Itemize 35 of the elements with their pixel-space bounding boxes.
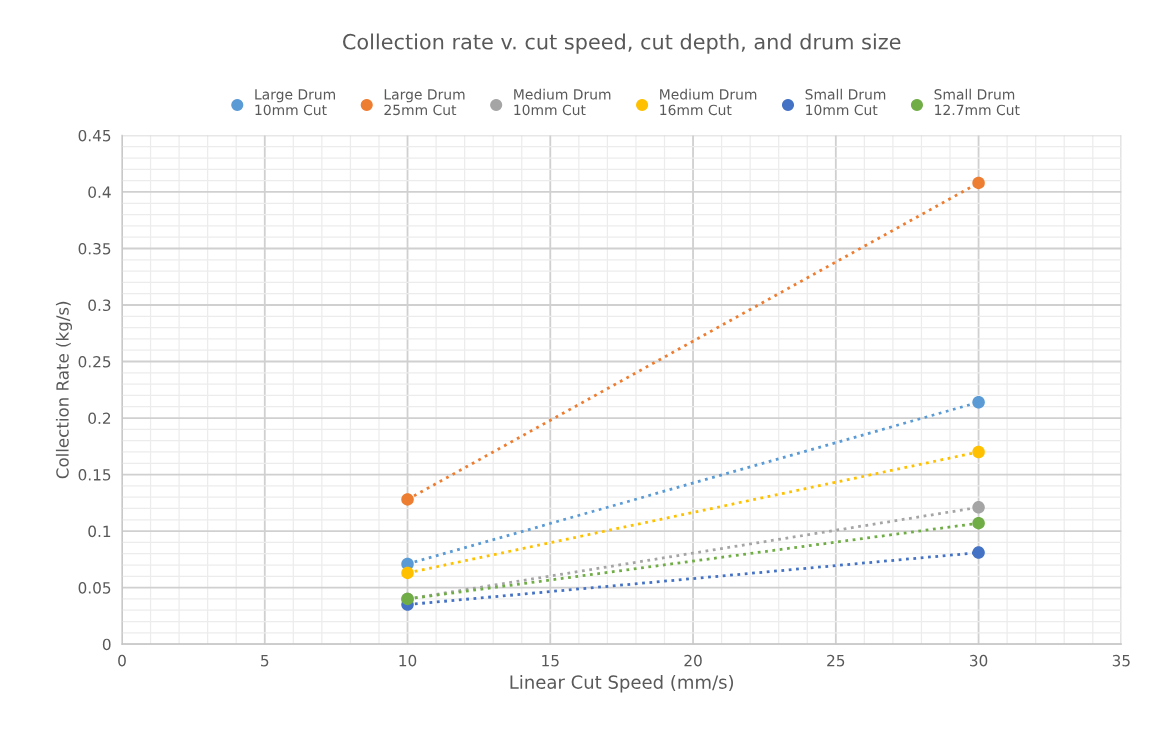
y-tick-label: 0.3 bbox=[88, 299, 111, 312]
y-tick-label: 0.2 bbox=[88, 412, 111, 425]
x-tick-label: 35 bbox=[1112, 654, 1130, 667]
legend-label: Medium Drum 16mm Cut bbox=[660, 88, 757, 116]
point bbox=[972, 546, 985, 559]
x-tick-label: 30 bbox=[970, 654, 988, 667]
x-tick-label: 0 bbox=[118, 654, 126, 667]
legend-label: Small Drum 10mm Cut bbox=[805, 88, 886, 116]
legend-label: Large Drum 25mm Cut bbox=[384, 89, 465, 116]
y-tick-label: 0.35 bbox=[78, 242, 111, 255]
point bbox=[401, 493, 414, 506]
x-tick-label: 5 bbox=[261, 655, 269, 667]
y-tick-label: 0.25 bbox=[78, 355, 111, 368]
point bbox=[972, 176, 985, 190]
x-axis-title: Linear Cut Speed (mm/s) bbox=[510, 674, 734, 693]
legend-label: Medium Drum 10mm Cut bbox=[514, 88, 611, 116]
x-tick-label: 20 bbox=[684, 654, 702, 667]
point bbox=[972, 395, 985, 409]
y-tick-label: 0 bbox=[102, 638, 111, 651]
x-tick-label: 15 bbox=[542, 655, 559, 667]
legend-label: Large Drum 10mm Cut bbox=[255, 89, 335, 116]
y-tick-label: 0.15 bbox=[78, 469, 111, 481]
x-tick-label: 25 bbox=[827, 654, 845, 667]
legend-label: Small Drum 12.7mm Cut bbox=[934, 88, 1020, 116]
x-tick-label: 10 bbox=[399, 654, 417, 667]
point bbox=[972, 516, 985, 530]
y-axis-title: Collection Rate (kg/s) bbox=[55, 301, 73, 479]
y-tick-label: 0.4 bbox=[88, 186, 111, 198]
y-tick-label: 0.05 bbox=[78, 582, 111, 594]
point bbox=[972, 445, 985, 459]
point bbox=[972, 501, 985, 514]
chart-title: Collection rate v. cut speed, cut depth, and drum size bbox=[343, 33, 901, 54]
y-tick-label: 0.1 bbox=[88, 525, 111, 538]
point bbox=[401, 566, 414, 580]
y-tick-label: 0.45 bbox=[78, 129, 111, 142]
